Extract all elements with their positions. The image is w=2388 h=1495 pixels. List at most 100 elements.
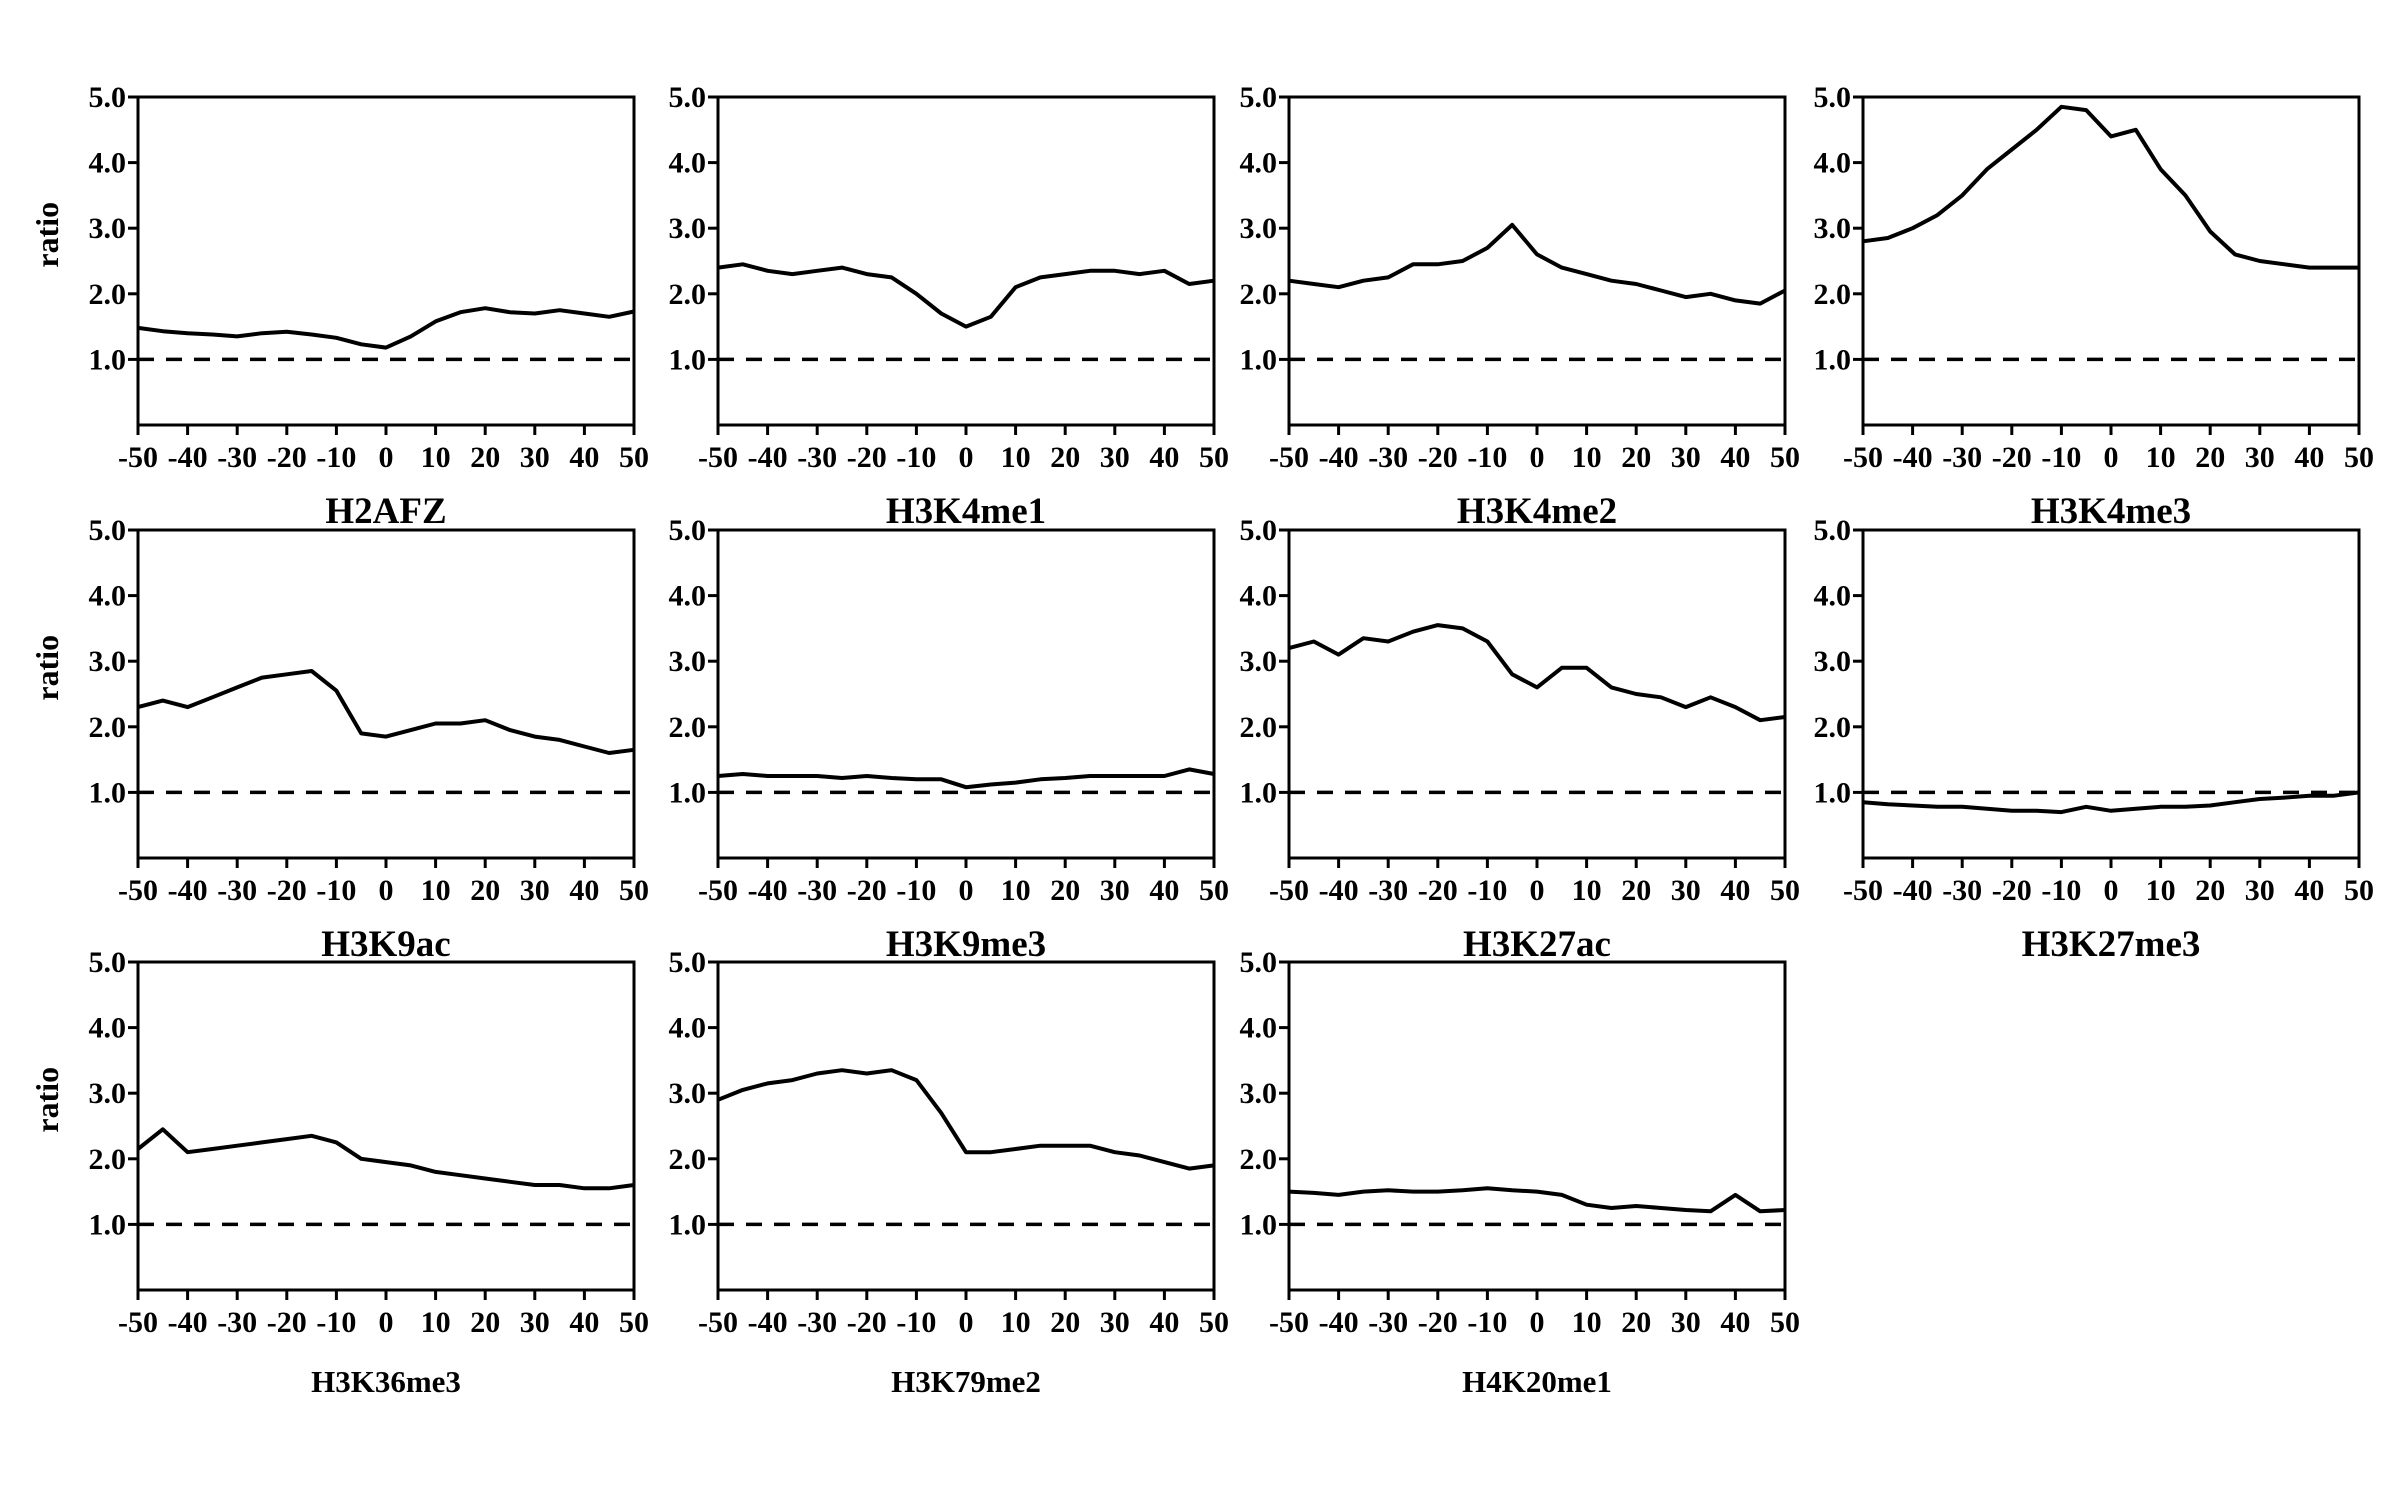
y-tick-label: 3.0 — [1240, 645, 1278, 678]
panel-h3k4me1: 1.0 2.0 3.0 4.0 5.0 -50 -40 -30 -20 -10 0 10 20 30 40 5… — [669, 81, 1230, 532]
y-tick-label: 3.0 — [1240, 212, 1278, 245]
plot-frame — [1861, 95, 2361, 427]
y-tick-label: 4.0 — [1814, 147, 1852, 180]
x-tick-label: -40 — [1893, 441, 1933, 474]
panel-title: H4K20me1 — [1462, 1364, 1612, 1399]
y-tick-label: 5.0 — [1240, 81, 1278, 114]
panel-title: H3K27ac — [1463, 924, 1611, 965]
y-axis-label: ratio — [29, 1067, 65, 1133]
y-tick-label: 1.0 — [669, 776, 707, 809]
x-tick-label: -30 — [1368, 1306, 1408, 1339]
y-tick-label: 3.0 — [669, 212, 707, 245]
series-line — [137, 669, 635, 755]
x-tick-label: 30 — [520, 441, 550, 474]
plot-frame — [1287, 95, 1787, 427]
panel-h3k79me2: 1.0 2.0 3.0 4.0 5.0 -50 -40 -30 -20 -10 0 10 20 30 40 5… — [669, 946, 1230, 1399]
y-tick-label: 1.0 — [1240, 343, 1278, 376]
x-tick-label: 40 — [1149, 441, 1179, 474]
x-tick-label: -30 — [1942, 441, 1982, 474]
x-tick-label: -20 — [1992, 441, 2032, 474]
x-tick-label: -40 — [1319, 441, 1359, 474]
x-tick-label: 50 — [1770, 874, 1800, 907]
x-tick-label: 10 — [421, 874, 451, 907]
y-tick-label: 3.0 — [89, 212, 127, 245]
x-tick-label: 10 — [1001, 441, 1031, 474]
x-tick-label: -30 — [1942, 874, 1982, 907]
x-tick-label: 0 — [959, 441, 974, 474]
panel-h3k9me3: 1.0 2.0 3.0 4.0 5.0 -50 -40 -30 -20 -10 0 10 20 30 40 5… — [669, 514, 1230, 965]
x-tick-label: -40 — [1893, 874, 1933, 907]
y-tick-label: 5.0 — [669, 514, 707, 547]
x-tick-label: 0 — [379, 874, 394, 907]
x-tick-label: 0 — [1530, 1306, 1545, 1339]
x-tick-label: -20 — [267, 874, 307, 907]
x-tick-label: -40 — [748, 874, 788, 907]
x-tick-label: 10 — [421, 441, 451, 474]
series-line — [137, 306, 635, 350]
x-tick-label: 0 — [1530, 874, 1545, 907]
x-tick-label: -50 — [698, 874, 738, 907]
x-tick-label: 20 — [1050, 441, 1080, 474]
plot-frame — [716, 528, 1216, 860]
x-tick-label: 30 — [1100, 1306, 1130, 1339]
x-tick-label: 40 — [1720, 1306, 1750, 1339]
x-tick-label: 20 — [1621, 874, 1651, 907]
y-tick-label: 4.0 — [89, 580, 127, 613]
y-tick-label: 2.0 — [1240, 1143, 1278, 1176]
x-tick-label: 50 — [619, 874, 649, 907]
y-tick-label: 2.0 — [1814, 278, 1852, 311]
x-tick-label: 20 — [1050, 1306, 1080, 1339]
x-tick-label: 40 — [1149, 1306, 1179, 1339]
x-tick-label: -40 — [168, 874, 208, 907]
x-tick-label: -20 — [847, 441, 887, 474]
series-line — [136, 1127, 635, 1191]
y-tick-label: 5.0 — [89, 81, 127, 114]
y-tick-label: 3.0 — [1240, 1077, 1278, 1110]
x-tick-label: -30 — [217, 441, 257, 474]
series-line — [717, 1068, 1215, 1171]
x-tick-label: -10 — [1467, 441, 1507, 474]
x-tick-label: 10 — [421, 1306, 451, 1339]
plot-frame — [136, 528, 636, 860]
x-tick-label: 20 — [2195, 874, 2225, 907]
y-tick-label: 4.0 — [1814, 580, 1852, 613]
x-tick-label: -40 — [748, 1306, 788, 1339]
x-tick-label: 0 — [2104, 441, 2119, 474]
x-tick-label: 30 — [1100, 441, 1130, 474]
x-tick-label: -50 — [1269, 441, 1309, 474]
panel-title: H3K4me2 — [1457, 491, 1617, 532]
x-tick-label: 20 — [1621, 1306, 1651, 1339]
x-tick-label: 40 — [2294, 441, 2324, 474]
y-tick-label: 3.0 — [89, 1077, 127, 1110]
y-tick-label: 1.0 — [1814, 776, 1852, 809]
series-line — [717, 767, 1215, 790]
y-tick-label: 3.0 — [1814, 645, 1852, 678]
x-tick-label: 20 — [1050, 874, 1080, 907]
x-tick-label: -20 — [1418, 874, 1458, 907]
x-tick-label: -10 — [1467, 1306, 1507, 1339]
y-tick-label: 3.0 — [89, 645, 127, 678]
x-tick-label: -50 — [1269, 874, 1309, 907]
x-tick-label: -10 — [896, 1306, 936, 1339]
y-tick-label: 2.0 — [89, 1143, 127, 1176]
plot-frame — [1287, 528, 1787, 860]
series-line — [1288, 222, 1786, 306]
y-tick-label: 2.0 — [89, 278, 127, 311]
y-tick-label: 1.0 — [1814, 343, 1852, 376]
y-tick-label: 4.0 — [89, 147, 127, 180]
x-tick-label: 10 — [1001, 874, 1031, 907]
x-tick-label: -30 — [1368, 874, 1408, 907]
x-tick-label: -50 — [1269, 1306, 1309, 1339]
y-tick-label: 1.0 — [1240, 1208, 1278, 1241]
x-tick-label: -20 — [847, 874, 887, 907]
x-tick-label: 0 — [959, 1306, 974, 1339]
x-tick-label: 50 — [619, 1306, 649, 1339]
x-tick-label: 40 — [569, 874, 599, 907]
y-tick-label: 2.0 — [1814, 711, 1852, 744]
x-tick-label: 0 — [1530, 441, 1545, 474]
series-line — [1288, 1186, 1786, 1214]
x-tick-label: 20 — [1621, 441, 1651, 474]
x-tick-label: 40 — [569, 441, 599, 474]
x-tick-label: 10 — [1001, 1306, 1031, 1339]
